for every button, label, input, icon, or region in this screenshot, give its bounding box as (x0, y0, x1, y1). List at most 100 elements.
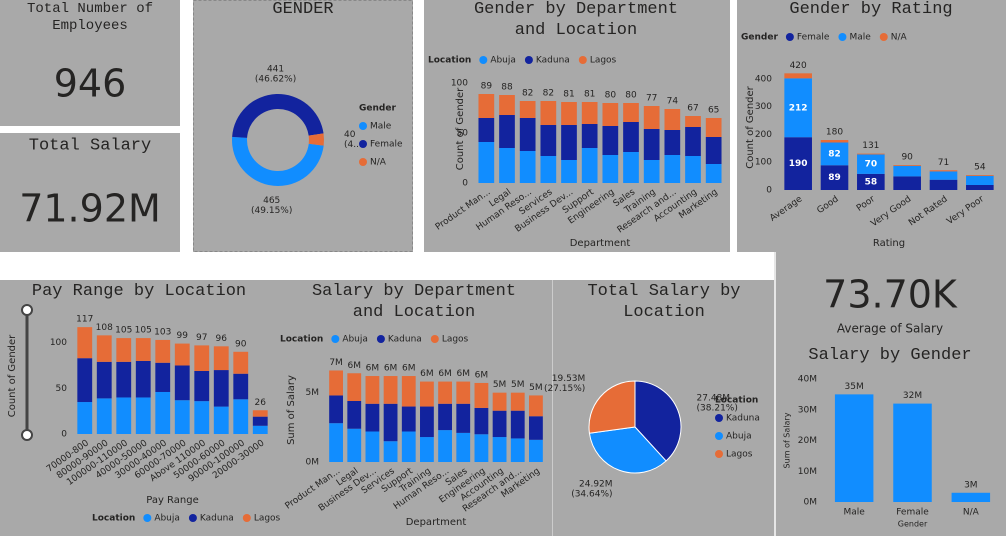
legend-label: N/A (891, 33, 908, 43)
donut-slice (308, 133, 324, 146)
y-axis-title: Sum of Salary (286, 375, 297, 445)
data-label: 89 (828, 173, 841, 183)
percent-label: (38.21%) (697, 404, 738, 414)
chart-title: Total Salary by Location (587, 282, 740, 322)
legend-marker (785, 33, 794, 41)
total-label: 96 (216, 334, 228, 344)
y-tick-label: 400 (755, 74, 772, 84)
legend-title: Gender (741, 33, 778, 43)
percent-label: (49.15%) (251, 206, 292, 216)
y-axis-title: Count of Gender (7, 334, 18, 417)
bar-segment (213, 370, 229, 407)
total-label: 89 (481, 82, 493, 92)
y-tick-label: 50 (56, 384, 68, 394)
bar-segment (529, 395, 543, 417)
bar-segment (135, 338, 151, 361)
bar-segment (929, 171, 958, 180)
total-label: 6M (402, 364, 416, 374)
y-tick-label: 5M (306, 388, 320, 398)
legend-label: Female (370, 140, 403, 150)
slider-handle[interactable] (21, 304, 33, 316)
y-tick-label: 100 (755, 158, 772, 168)
bar-segment (705, 118, 722, 137)
y-tick-label: 0M (804, 498, 818, 508)
bar-segment (510, 392, 525, 411)
slider-handle[interactable] (21, 429, 33, 441)
bar-segment (233, 399, 249, 434)
legend-label: Male (370, 122, 392, 132)
y-tick-label: 100 (451, 79, 468, 89)
total-label: 65 (708, 106, 719, 116)
bar-segment (77, 358, 93, 403)
x-tick-label: Male (844, 508, 866, 518)
bar-segment (174, 400, 190, 434)
x-axis-title: Pay Range (146, 495, 199, 506)
card-subtitle: Average of Salary (837, 322, 943, 336)
bar-segment (784, 137, 812, 190)
x-tick-label: N/A (963, 508, 980, 518)
total-label: 82 (522, 89, 533, 99)
chart-title: GENDER (272, 0, 333, 19)
total-label: 99 (177, 331, 189, 341)
bar-segment (401, 406, 416, 432)
bar-segment (510, 410, 525, 439)
total-label: 77 (646, 94, 657, 104)
bar-segment (492, 392, 507, 411)
bar-segment (529, 416, 543, 440)
card-title: Total Salary (29, 136, 151, 155)
data-label: 190 (789, 159, 808, 169)
bar-segment (155, 362, 171, 392)
bar-segment (116, 397, 132, 434)
bar-segment (174, 343, 190, 366)
bar-segment (820, 140, 849, 143)
data-label: 19.53M (552, 374, 586, 384)
bar-segment (474, 407, 489, 435)
bar-segment (96, 398, 112, 434)
total-label: 6M (475, 370, 489, 380)
card-value: 73.70K (823, 273, 958, 317)
legend-label: Lagos (254, 514, 281, 524)
chart-title: Gender by Department and Location (474, 0, 678, 40)
total-label: 81 (563, 90, 574, 100)
bar-segment (664, 155, 681, 183)
bar-segment (705, 137, 722, 164)
total-label: 97 (196, 333, 207, 343)
bar-segment (135, 360, 151, 398)
legend-label: Kaduna (726, 414, 760, 424)
bar-segment (329, 423, 343, 462)
x-axis-title: Gender (898, 520, 928, 529)
bar-segment (893, 165, 921, 177)
legend-title: Gender (359, 104, 396, 114)
bar-segment (499, 148, 515, 183)
legend-label: Lagos (590, 56, 617, 66)
bar-segment (893, 176, 921, 190)
total-label: 5M (529, 383, 543, 393)
y-axis-title: Sum of Salary (783, 412, 792, 468)
total-label: 5M (493, 380, 507, 390)
bar-segment (685, 127, 701, 156)
total-label: 6M (438, 369, 452, 379)
legend-title: Location (428, 56, 471, 66)
bar-segment (347, 428, 362, 462)
bar-segment (492, 437, 507, 462)
bar (951, 492, 991, 502)
legend-marker (479, 56, 488, 64)
total-label: 71 (938, 158, 949, 168)
total-label: 88 (501, 83, 513, 93)
bar-segment (438, 430, 452, 462)
data-label: 465 (263, 196, 280, 206)
bar-segment (643, 160, 660, 183)
bar-segment (116, 338, 132, 362)
legend-label: Abuja (726, 432, 752, 442)
bar-segment (966, 185, 994, 190)
card-value: 71.92M (19, 187, 161, 231)
y-tick-label: 50 (457, 129, 469, 139)
bar-segment (383, 441, 398, 462)
total-label: 80 (605, 91, 617, 101)
total-label: 420 (790, 61, 807, 71)
bar-segment (438, 381, 452, 404)
bar-segment (540, 101, 557, 125)
legend-label: Kaduna (388, 335, 422, 345)
bar-segment (561, 102, 577, 125)
legend-marker (376, 335, 385, 343)
